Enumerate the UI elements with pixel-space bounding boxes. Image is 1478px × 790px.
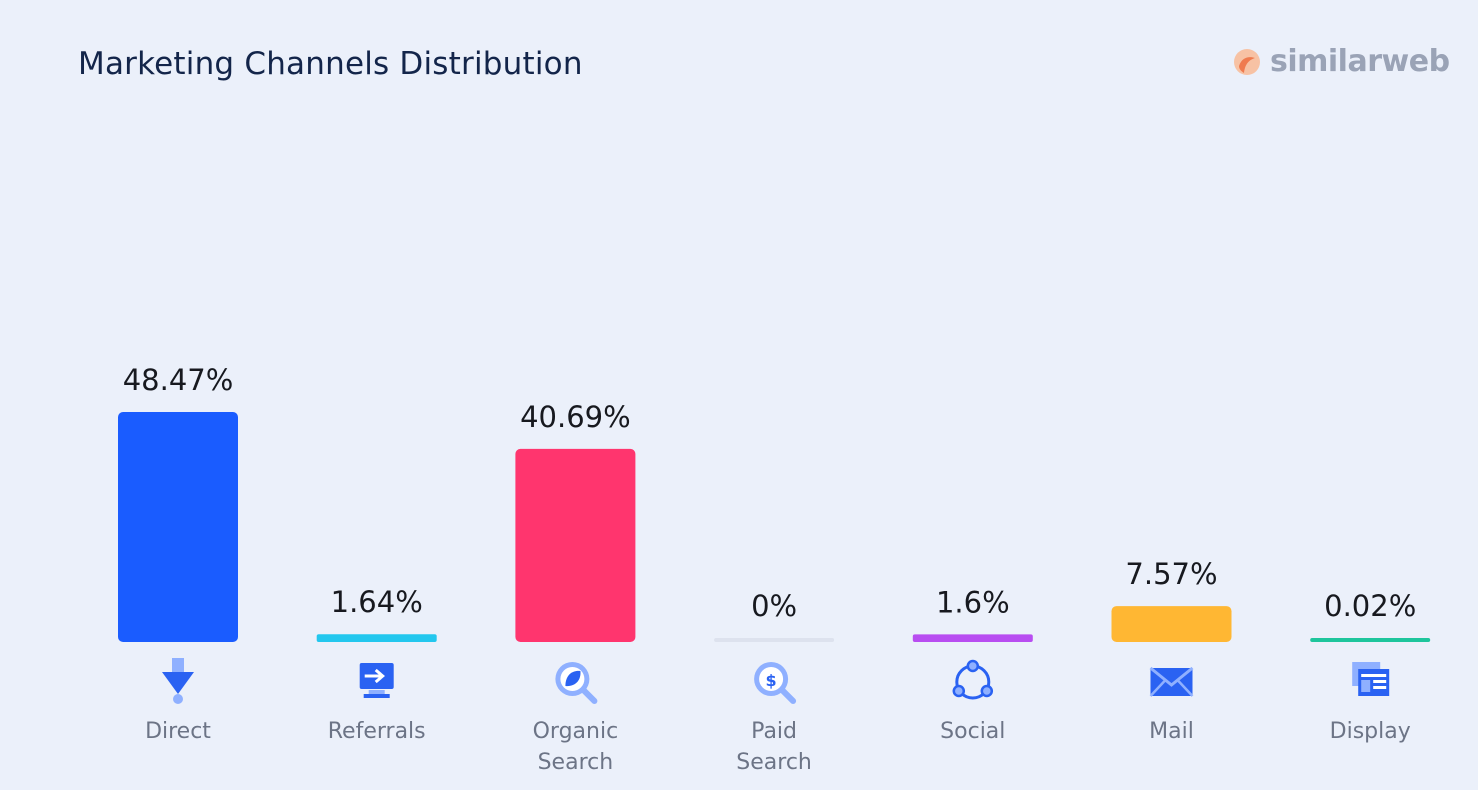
value-label: 0.02% [1324,589,1416,623]
display-window-icon [1352,662,1390,696]
category-label: Mail [1149,719,1194,744]
social-network-icon [952,659,994,700]
bar-organic-search[interactable] [515,448,636,642]
bar-direct[interactable] [118,412,238,642]
direct-arrow-icon [162,658,194,704]
paid-search-icon: $ [754,662,797,704]
organic-search-icon [555,662,598,704]
value-label: 1.6% [936,585,1010,619]
bar-social[interactable] [912,634,1033,642]
value-label: 1.64% [331,585,423,619]
brand-name: similarweb [1270,44,1450,79]
value-label: 0% [751,589,797,623]
similarweb-logo: similarweb [1232,44,1450,79]
bar-referrals[interactable] [316,634,437,642]
svg-text:$: $ [766,671,777,690]
bar-paid-search[interactable] [714,638,835,642]
category-label: Display [1330,719,1411,744]
category-label: Social [940,719,1005,744]
value-label: 40.69% [520,400,631,434]
chart-title: Marketing Channels Distribution [78,46,583,82]
category-label: Referrals [328,719,426,744]
similarweb-mark-icon [1234,48,1260,75]
referrals-monitor-icon [359,663,394,698]
category-label: Organic Search [533,719,619,775]
bar-display[interactable] [1310,638,1431,642]
category-label: Paid Search [736,719,812,775]
category-label: Direct [145,719,211,744]
mail-envelope-icon [1149,666,1194,697]
value-label: 48.47% [123,363,234,397]
bar-mail[interactable] [1111,606,1232,642]
value-label: 7.57% [1125,557,1217,591]
